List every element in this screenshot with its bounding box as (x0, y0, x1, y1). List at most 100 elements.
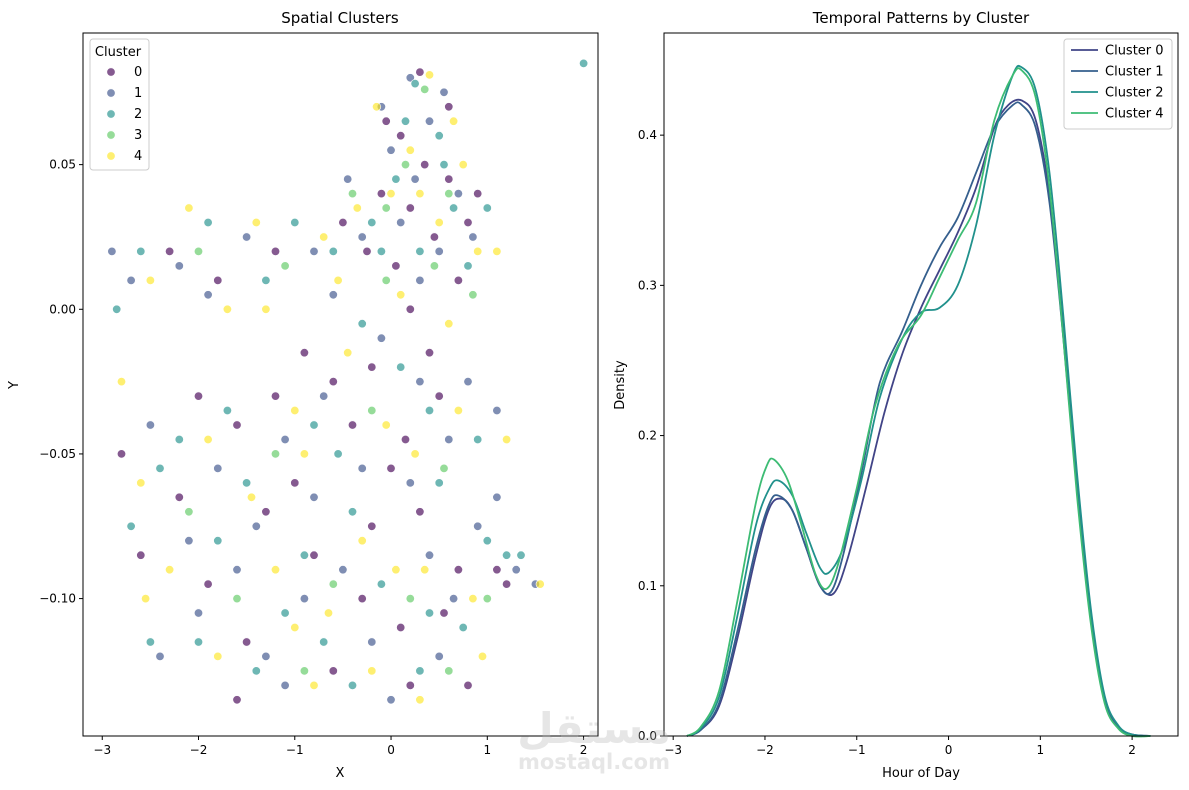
scatter-point-cluster-1 (232, 565, 242, 575)
spatial-x-tick-label: 1 (483, 743, 491, 757)
scatter-point-cluster-0 (415, 507, 425, 517)
scatter-point-cluster-4 (247, 492, 257, 502)
scatter-point-cluster-4 (424, 70, 434, 80)
scatter-point-cluster-4 (333, 275, 343, 285)
scatter-point-cluster-2 (299, 550, 309, 560)
scatter-point-cluster-2 (347, 507, 357, 517)
kde-line-cluster-4 (686, 67, 1151, 738)
scatter-point-cluster-0 (502, 579, 512, 589)
temporal-legend-entries: Cluster 0 Cluster 1 Cluster 2 Cluster 4 (1071, 44, 1164, 122)
temporal-patterns-x-ticks: −3 −2 −1 0 1 2 (664, 736, 1136, 757)
scatter-point-cluster-2 (415, 246, 425, 256)
spatial-y-tick-label: −0.10 (39, 592, 76, 606)
scatter-point-cluster-4 (502, 434, 512, 444)
scatter-point-cluster-4 (136, 478, 146, 488)
scatter-point-cluster-0 (290, 478, 300, 488)
scatter-point-cluster-1 (424, 116, 434, 126)
scatter-point-cluster-4 (203, 434, 213, 444)
scatter-point-cluster-4 (535, 579, 545, 589)
scatter-point-cluster-1 (194, 608, 204, 618)
scatter-point-cluster-0 (347, 420, 357, 430)
scatter-point-cluster-1 (405, 73, 415, 83)
scatter-point-cluster-1 (449, 594, 459, 604)
scatter-point-cluster-2 (391, 174, 401, 184)
scatter-point-cluster-1 (328, 290, 338, 300)
scatter-point-cluster-1 (386, 695, 396, 705)
scatter-point-cluster-3 (482, 594, 492, 604)
scatter-point-cluster-0 (424, 348, 434, 358)
spatial-y-tick-label: 0.00 (49, 302, 76, 316)
scatter-point-cluster-4 (117, 377, 127, 387)
scatter-point-cluster-4 (261, 304, 271, 314)
scatter-point-cluster-0 (362, 246, 372, 256)
spatial-clusters-axes: Spatial Clusters −3 −2 −1 0 1 2 −0.10 −0.05 0.0… (7, 9, 599, 781)
scatter-point-cluster-1 (410, 174, 420, 184)
scatter-point-cluster-1 (492, 405, 502, 415)
scatter-point-cluster-4 (222, 304, 232, 314)
temporal-x-tick-label: −2 (756, 743, 774, 757)
scatter-point-cluster-4 (415, 695, 425, 705)
scatter-point-cluster-1 (415, 377, 425, 387)
scatter-point-cluster-3 (299, 666, 309, 676)
spatial-x-tick-label: 0 (387, 743, 395, 757)
scatter-point-cluster-3 (444, 666, 454, 676)
temporal-x-tick-label: −1 (848, 743, 866, 757)
scatter-point-cluster-2 (482, 536, 492, 546)
scatter-point-cluster-0 (367, 521, 377, 531)
scatter-point-cluster-3 (184, 507, 194, 517)
scatter-point-cluster-2 (449, 203, 459, 213)
scatter-point-cluster-4 (357, 536, 367, 546)
scatter-point-cluster-2 (376, 579, 386, 589)
scatter-point-cluster-3 (367, 405, 377, 415)
scatter-point-cluster-1 (155, 651, 165, 661)
scatter-point-cluster-3 (439, 463, 449, 473)
scatter-point-cluster-1 (319, 391, 329, 401)
scatter-point-cluster-1 (367, 637, 377, 647)
spatial-legend-marker (106, 109, 116, 119)
temporal-legend-label: Cluster 1 (1105, 65, 1164, 80)
scatter-point-cluster-2 (400, 116, 410, 126)
scatter-point-cluster-2 (516, 550, 526, 560)
scatter-point-cluster-0 (405, 304, 415, 314)
scatter-point-cluster-1 (203, 290, 213, 300)
scatter-point-cluster-0 (473, 189, 483, 199)
scatter-point-cluster-2 (357, 319, 367, 329)
scatter-point-cluster-0 (194, 391, 204, 401)
scatter-point-cluster-2 (439, 160, 449, 170)
scatter-point-cluster-3 (328, 579, 338, 589)
watermark-url: mostaql.com (518, 750, 670, 774)
scatter-point-cluster-2 (424, 405, 434, 415)
scatter-point-cluster-0 (203, 579, 213, 589)
scatter-point-cluster-0 (299, 348, 309, 358)
scatter-point-cluster-0 (439, 608, 449, 618)
spatial-legend-marker (106, 88, 116, 98)
scatter-point-cluster-4 (290, 622, 300, 632)
watermark-logo: مستقل (517, 704, 671, 753)
scatter-point-cluster-1 (357, 463, 367, 473)
scatter-point-cluster-1 (468, 232, 478, 242)
temporal-patterns-lines (686, 64, 1151, 738)
scatter-point-cluster-4 (319, 232, 329, 242)
scatter-point-cluster-2 (222, 405, 232, 415)
scatter-point-cluster-1 (434, 651, 444, 661)
scatter-point-cluster-4 (477, 651, 487, 661)
scatter-point-cluster-2 (424, 608, 434, 618)
scatter-point-cluster-1 (434, 246, 444, 256)
scatter-point-cluster-0 (376, 189, 386, 199)
scatter-point-cluster-3 (444, 189, 454, 199)
temporal-y-tick-label: 0.3 (638, 278, 657, 292)
scatter-point-cluster-1 (439, 87, 449, 97)
scatter-point-cluster-2 (333, 449, 343, 459)
scatter-point-cluster-3 (232, 594, 242, 604)
scatter-point-cluster-4 (270, 565, 280, 575)
scatter-point-cluster-0 (165, 246, 175, 256)
scatter-point-cluster-3 (381, 275, 391, 285)
scatter-point-cluster-2 (347, 680, 357, 690)
scatter-point-cluster-2 (112, 304, 122, 314)
scatter-point-cluster-1 (107, 246, 117, 256)
temporal-patterns-legend: Cluster 0 Cluster 1 Cluster 2 Cluster 4 (1063, 38, 1173, 130)
scatter-point-cluster-4 (396, 290, 406, 300)
spatial-y-tick-label: −0.05 (39, 447, 76, 461)
